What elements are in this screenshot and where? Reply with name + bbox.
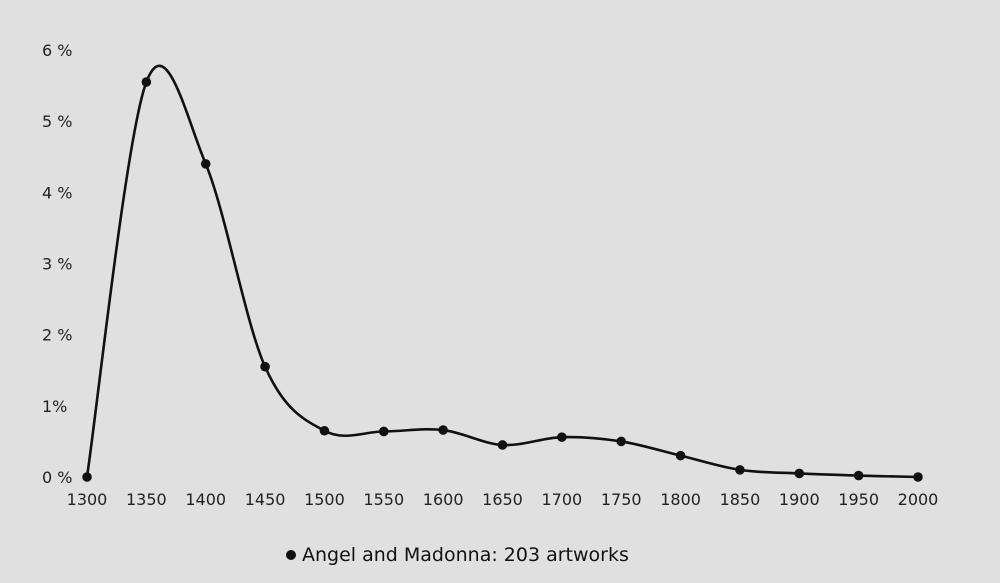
y-tick-label: 4 % — [42, 183, 72, 202]
x-tick-label: 1950 — [838, 490, 879, 509]
x-tick-label: 1800 — [660, 490, 701, 509]
data-point — [497, 440, 508, 450]
y-tick-label: 0 % — [42, 468, 72, 487]
x-tick-label: 1450 — [245, 490, 286, 509]
series-layer — [82, 64, 923, 482]
legend: Angel and Madonna: 203 artworks — [286, 540, 629, 570]
x-tick-label: 1350 — [126, 490, 167, 509]
x-tick-label: 1300 — [67, 490, 108, 509]
x-tick-label: 1850 — [720, 490, 761, 509]
x-tick-label: 1500 — [304, 490, 345, 509]
data-point — [557, 432, 567, 442]
x-tick-label: 1550 — [363, 490, 404, 509]
x-tick-label: 1900 — [779, 490, 820, 509]
series-line — [85, 64, 919, 479]
x-axis-ticks: 1300 1350 1400 1450 1500 1550 1600 1650 1700 1750… — [67, 490, 939, 509]
data-point — [260, 361, 270, 372]
legend-marker — [286, 550, 296, 560]
data-point — [616, 436, 627, 447]
data-point — [675, 450, 686, 461]
data-point — [378, 426, 389, 437]
legend-label: Angel and Madonna: 203 artworks — [302, 544, 629, 566]
x-tick-label: 1400 — [185, 490, 226, 509]
data-point — [319, 425, 330, 436]
x-tick-label: 2000 — [898, 490, 939, 509]
x-tick-label: 1650 — [482, 490, 523, 509]
y-tick-label: 5 % — [42, 112, 72, 131]
data-point — [735, 465, 745, 475]
data-point — [82, 472, 92, 482]
y-axis-ticks: 0 % 1% 2 % 3 % 4 % 5 % 6 % — [42, 41, 72, 487]
y-tick-label: 1% — [42, 397, 67, 416]
y-tick-label: 6 % — [42, 41, 72, 60]
x-tick-label: 1750 — [601, 490, 642, 509]
data-point — [141, 77, 152, 87]
data-point — [913, 472, 923, 482]
data-point — [200, 159, 211, 169]
data-point — [438, 425, 448, 435]
x-tick-label: 1600 — [423, 490, 464, 509]
data-point — [853, 470, 864, 481]
y-tick-label: 2 % — [42, 326, 72, 345]
y-tick-label: 3 % — [42, 255, 72, 274]
data-point — [794, 468, 805, 479]
x-tick-label: 1700 — [541, 490, 582, 509]
